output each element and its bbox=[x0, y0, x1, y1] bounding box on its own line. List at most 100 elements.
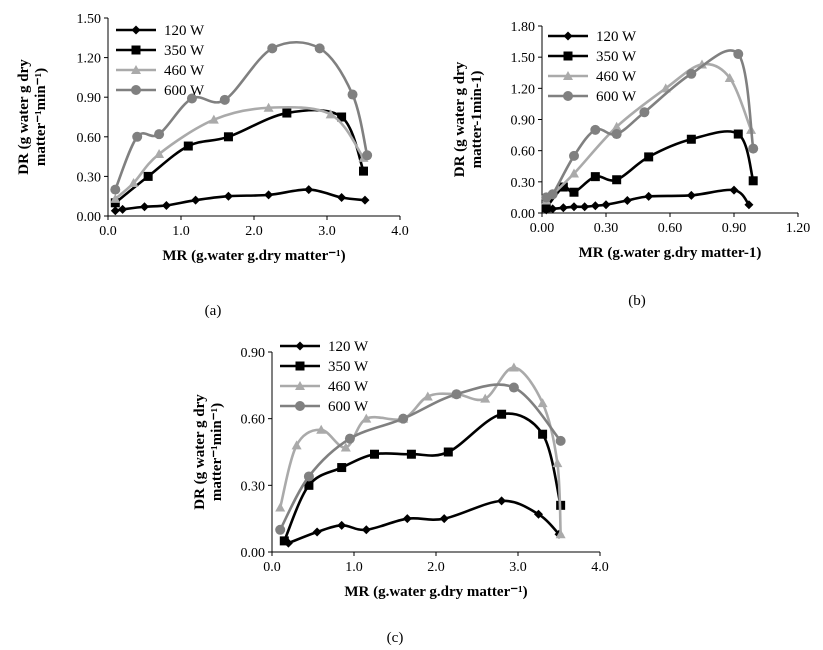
series-350-w bbox=[541, 129, 758, 213]
legend-marker bbox=[563, 31, 573, 41]
data-point bbox=[337, 520, 347, 530]
data-point bbox=[639, 107, 650, 118]
x-tick-label: 3.0 bbox=[509, 560, 527, 575]
legend-marker bbox=[131, 85, 141, 95]
series-line bbox=[278, 366, 562, 535]
data-point bbox=[406, 449, 416, 459]
data-point bbox=[480, 393, 491, 403]
data-point bbox=[733, 49, 744, 60]
series-350-w bbox=[279, 409, 566, 546]
x-tick-label: 2.0 bbox=[245, 224, 263, 239]
y-tick-label: 0.90 bbox=[511, 114, 536, 129]
data-point bbox=[361, 413, 372, 423]
data-point bbox=[223, 191, 233, 201]
legend-label: 120 W bbox=[164, 23, 205, 39]
data-point bbox=[534, 509, 543, 519]
y-tick-label: 0.00 bbox=[241, 546, 266, 561]
data-point bbox=[275, 524, 286, 535]
series-line bbox=[114, 108, 365, 204]
chart-b: 0.00 0.30 0.60 0.90 1.20 0.00 0.30 0.60 0.90 1.20… bbox=[452, 20, 810, 309]
data-point bbox=[402, 514, 412, 524]
data-point bbox=[538, 429, 548, 439]
data-point bbox=[697, 59, 707, 69]
legend-label: 460 W bbox=[328, 379, 369, 395]
x-tick-label: 0.90 bbox=[722, 221, 747, 236]
data-point bbox=[686, 190, 696, 200]
x-tick-label: 0.30 bbox=[594, 221, 619, 236]
data-point bbox=[497, 496, 507, 506]
legend-label: 460 W bbox=[596, 69, 637, 85]
data-point bbox=[555, 435, 566, 446]
data-point bbox=[191, 195, 201, 205]
x-axis-title: MR (g.water g.dry matter-1) bbox=[579, 245, 762, 261]
data-point bbox=[264, 190, 274, 200]
y-tick-label: 0.60 bbox=[77, 131, 102, 146]
data-point bbox=[140, 202, 149, 212]
data-point bbox=[325, 109, 336, 119]
data-point bbox=[590, 172, 600, 182]
data-point bbox=[118, 204, 128, 214]
series-120-w bbox=[283, 496, 564, 548]
legend: 120 W 350 W 460 W 600 W bbox=[548, 29, 637, 105]
x-tick-label: 0.60 bbox=[658, 221, 683, 236]
y-tick-label: 0.30 bbox=[77, 170, 102, 185]
data-point bbox=[748, 143, 759, 154]
series-120-w bbox=[110, 185, 370, 216]
data-point bbox=[275, 502, 286, 512]
data-point bbox=[748, 176, 758, 186]
data-point bbox=[304, 480, 314, 490]
data-point bbox=[337, 193, 347, 203]
legend: 120 W 350 W 460 W 600 W bbox=[116, 23, 205, 99]
series-line bbox=[114, 105, 365, 200]
data-point bbox=[161, 200, 171, 210]
chart-panel-a: 0.0 1.0 2.0 3.0 4.0 0.00 0.30 0.60 0.90 1.20 1.50 M… bbox=[0, 0, 420, 325]
series-600-w bbox=[541, 49, 759, 203]
data-point bbox=[580, 202, 590, 212]
data-point bbox=[724, 72, 735, 82]
data-point bbox=[370, 449, 379, 459]
data-point bbox=[337, 463, 347, 473]
legend-label: 350 W bbox=[164, 43, 205, 59]
data-point bbox=[558, 182, 568, 192]
data-point bbox=[508, 362, 519, 372]
legend-marker bbox=[295, 381, 305, 390]
legend-label: 120 W bbox=[596, 29, 637, 45]
data-point bbox=[303, 471, 314, 482]
y-tick-label: 0.90 bbox=[77, 91, 102, 106]
legend-marker bbox=[131, 25, 141, 35]
x-tick-label: 4.0 bbox=[391, 224, 409, 239]
legend-marker bbox=[295, 361, 305, 371]
data-point bbox=[362, 150, 373, 161]
data-point bbox=[359, 166, 368, 176]
data-point bbox=[644, 191, 654, 201]
data-point bbox=[569, 187, 579, 197]
x-tick-label: 2.0 bbox=[427, 560, 445, 575]
data-point bbox=[451, 389, 462, 400]
data-point bbox=[143, 171, 153, 181]
data-point bbox=[443, 447, 453, 457]
data-point bbox=[644, 152, 654, 162]
data-point bbox=[282, 108, 292, 118]
y-tick-label: 1.80 bbox=[511, 20, 536, 35]
y-tick-label: 1.20 bbox=[511, 82, 536, 97]
y-tick-label: 1.50 bbox=[511, 51, 536, 66]
data-point bbox=[733, 129, 743, 139]
legend-marker bbox=[295, 401, 305, 411]
data-point bbox=[128, 178, 139, 187]
legend-marker bbox=[131, 45, 141, 55]
y-axis-title-line: matter⁻¹min⁻¹) bbox=[209, 403, 225, 501]
data-point bbox=[569, 202, 579, 212]
series-line bbox=[279, 383, 562, 531]
x-tick-label: 4.0 bbox=[591, 560, 609, 575]
chart-panel-b: 0.00 0.30 0.60 0.90 1.20 0.00 0.30 0.60 0.90 1.20… bbox=[420, 0, 823, 325]
data-point bbox=[312, 527, 322, 537]
legend-marker bbox=[563, 91, 573, 101]
data-point bbox=[291, 440, 302, 450]
data-point bbox=[612, 175, 622, 185]
axes: 0.0 1.0 2.0 3.0 4.0 0.00 0.30 0.60 0.90 bbox=[241, 346, 609, 575]
chart-panel-c: 0.0 1.0 2.0 3.0 4.0 0.00 0.30 0.60 0.90 MR (g.wat… bbox=[180, 325, 640, 650]
data-point bbox=[360, 195, 370, 205]
legend-label: 600 W bbox=[328, 399, 369, 415]
legend-marker bbox=[295, 341, 305, 351]
x-axis-title: MR (g.water g.dry matter⁻¹) bbox=[344, 584, 527, 600]
